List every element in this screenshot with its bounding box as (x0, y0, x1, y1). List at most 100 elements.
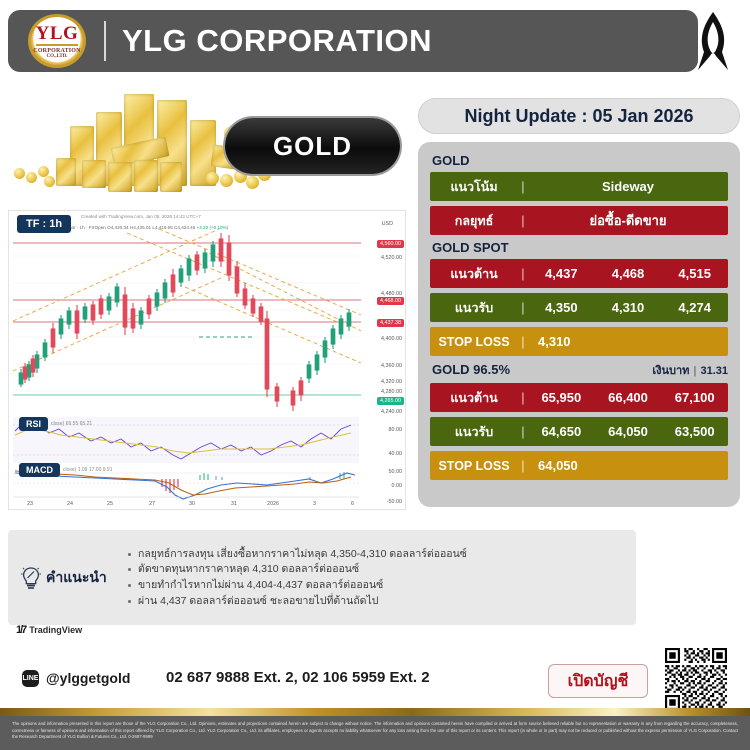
recommendation-item: ขายทำกำไรหากไม่ผ่าน 4,404-4,437 ดอลลาร์ต… (128, 579, 626, 591)
update-date-pill: Night Update : 05 Jan 2026 (418, 98, 740, 134)
row-separator: | (521, 266, 525, 281)
chart-credit: Created with TradingView.com, Jan 05, 20… (81, 214, 201, 219)
rsi-pane-label: RSI (19, 417, 49, 431)
gold-spot-heading-text: GOLD SPOT (432, 240, 509, 255)
axis-label-6: 4,240.00 (381, 409, 402, 415)
phone-numbers[interactable]: 02 687 9888 Ext. 2, 02 106 5959 Ext. 2 (166, 669, 430, 686)
gold-heading-text: GOLD (432, 153, 470, 168)
summary-panel: GOLD แนวโน้ม | Sideway กลยุทธ์ | ย่อซื้อ… (418, 142, 740, 507)
open-account-label: เปิดบัญชี (567, 672, 629, 690)
fx-rate-label: เงินบาท (652, 365, 690, 377)
x-tick-0: 23 (27, 501, 33, 507)
tradingview-logo-icon: 1/7 (16, 624, 27, 636)
row-separator: | (521, 334, 525, 349)
tradingview-chart[interactable]: TF : 1h Created with TradingView.com, Ja… (8, 210, 406, 510)
axis-label-1: 4,480.00 (381, 291, 402, 297)
macd-pane-values: close) 1.09 17.00 9.91 (63, 467, 113, 473)
logo-line3: CO.,LTD. (46, 53, 68, 59)
gold-strategy-value: ย่อซื้อ-ดีดขาย (589, 213, 667, 228)
fx-rate-group: เงินบาท | 31.31 (652, 361, 728, 379)
chart-canvas (9, 211, 362, 509)
x-tick-3: 27 (149, 501, 155, 507)
row-separator: | (521, 179, 525, 194)
recommendation-item: กลยุทธ์การลงทุน เสี่ยงซื้อหากราคาไม่หลุด… (128, 548, 626, 560)
gold-965-heading: GOLD 96.5% เงินบาท | 31.31 (432, 361, 728, 379)
update-date-text: Night Update : 05 Jan 2026 (464, 105, 694, 126)
line-id-text[interactable]: @ylggetgold (46, 670, 131, 686)
g965-support-3: 63,500 (674, 424, 715, 439)
recommendation-text: ขายทำกำไรหากไม่ผ่าน 4,404-4,437 ดอลลาร์ต… (138, 579, 384, 592)
row-separator: | (521, 213, 525, 228)
x-tick-8: 6 (351, 501, 354, 507)
g965-resistance-1: 65,950 (541, 390, 582, 405)
g965-resistance-2: 66,400 (608, 390, 648, 405)
row-separator: | (521, 424, 525, 439)
gold-strategy-row: กลยุทธ์ | ย่อซื้อ-ดีดขาย (430, 206, 728, 235)
spot-support-2: 4,310 (611, 300, 645, 315)
x-tick-5: 31 (231, 501, 237, 507)
chart-change: +4.20 (+0.10%) (196, 225, 229, 230)
qr-code-icon[interactable] (660, 648, 732, 710)
header-divider (104, 21, 106, 61)
logo-line2: CORPORATION (33, 47, 81, 54)
macd-axis-1: 0.00 (391, 483, 403, 489)
gold-divider-bar (0, 708, 750, 716)
recommendation-box: คำแนะนำ กลยุทธ์การลงทุน เสี่ยงซื้อหากราค… (8, 530, 636, 625)
rsi-axis-0: 80.00 (388, 427, 403, 433)
disclaimer-band: The opinions and information presented i… (0, 716, 750, 750)
gold-965-heading-text: GOLD 96.5% (432, 362, 511, 377)
x-tick-7: 3 (313, 501, 316, 507)
row-separator: | (521, 390, 525, 405)
fx-rate-value: 31.31 (700, 365, 728, 377)
page-title: YLG CORPORATION (122, 23, 433, 58)
axis-label-0: 4,520.00 (381, 255, 402, 261)
x-tick-2: 25 (107, 501, 113, 507)
g965-support-1: 64,650 (541, 424, 582, 439)
recommendation-item: ผ่าน 4,437 ดอลลาร์ต่อออนซ์ ชะลอขายไปที่ต… (128, 595, 626, 607)
timeframe-badge: TF : 1h (17, 215, 72, 233)
rsi-pane-values: close) 69.55 65.21 (51, 421, 93, 427)
axis-label-4: 4,320.00 (381, 379, 402, 385)
spot-support-1: 4,350 (545, 300, 578, 315)
gold-hero-image: GOLD (0, 80, 408, 210)
disclaimer-text: The opinions and information presented i… (12, 721, 738, 740)
g965-support-2: 64,050 (608, 424, 648, 439)
macd-axis-2: -50.00 (386, 499, 402, 505)
logo-main-text: YLG (35, 22, 79, 46)
line-app-icon[interactable]: LINE (22, 670, 39, 687)
price-tag-3: 4,265.00 (377, 397, 404, 405)
g965-stoploss-value: 64,050 (538, 458, 578, 473)
g965-support-label: แนวรับ (454, 424, 494, 439)
spot-stoploss-value: 4,310 (538, 334, 571, 349)
chart-ohlc-values: O4,420.34 H4,425.01 L4,416.65 C4,424.45 (107, 225, 196, 230)
g965-resistance-row: แนวต้าน | 65,950 66,400 67,100 (430, 383, 728, 412)
row-separator: | (521, 458, 525, 473)
g965-support-row: แนวรับ | 64,650 64,050 63,500 (430, 417, 728, 446)
recommendation-text: กลยุทธ์การลงทุน เสี่ยงซื้อหากราคาไม่หลุด… (138, 547, 467, 560)
gold-badge: GOLD (225, 118, 400, 174)
row-separator: | (521, 300, 525, 315)
spot-resistance-2: 4,468 (611, 266, 645, 281)
spot-resistance-3: 4,515 (678, 266, 711, 281)
macd-pane-label: MACD (19, 463, 60, 477)
bullet-icon (128, 568, 131, 572)
g965-resistance-3: 67,100 (674, 390, 715, 405)
recommendation-header: คำแนะนำ (8, 565, 128, 591)
app-header: YLG CORPORATION CO.,LTD. YLG CORPORATION (8, 10, 698, 72)
recommendation-item: ตัดขาดทุนหากราคาหลุด 4,310 ดอลลาร์ต่อออน… (128, 563, 626, 575)
bullet-icon (128, 600, 131, 604)
tradingview-label: TradingView (29, 625, 83, 635)
spot-support-row: แนวรับ | 4,350 4,310 4,274 (430, 293, 728, 322)
gold-trend-row: แนวโน้ม | Sideway (430, 172, 728, 201)
axis-currency: USD (381, 221, 393, 227)
open-account-button[interactable]: เปิดบัญชี (548, 664, 648, 698)
gold-trend-label: แนวโน้ม (450, 179, 498, 194)
spot-resistance-label: แนวต้าน (450, 266, 498, 281)
spot-support-label: แนวรับ (454, 300, 494, 315)
price-tag-2: 4,437.38 (377, 319, 404, 327)
macd-axis-0: 50.00 (388, 469, 403, 475)
x-tick-6: 2026 (267, 501, 279, 507)
g965-resistance-label: แนวต้าน (450, 390, 498, 405)
rsi-axis-1: 40.00 (388, 451, 403, 457)
gold-badge-label: GOLD (272, 130, 353, 161)
